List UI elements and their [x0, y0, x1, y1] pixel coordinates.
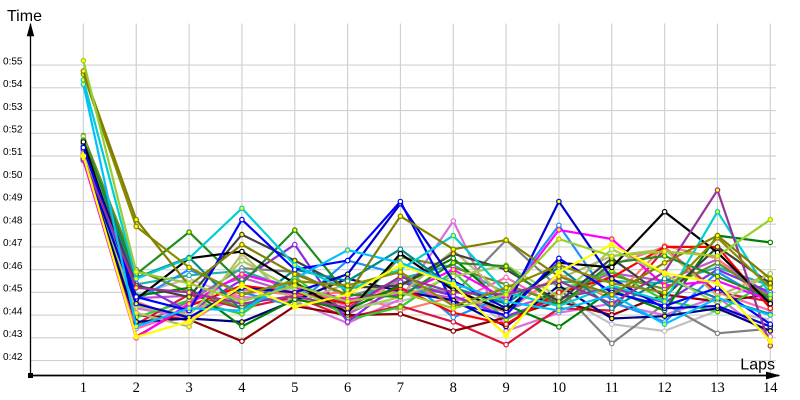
- svg-text:3: 3: [185, 380, 192, 396]
- svg-text:5: 5: [291, 380, 298, 396]
- svg-text:Time: Time: [7, 8, 42, 25]
- svg-text:0:50: 0:50: [3, 170, 23, 181]
- svg-text:0:49: 0:49: [3, 193, 23, 204]
- svg-text:14: 14: [763, 380, 778, 396]
- svg-text:8: 8: [450, 380, 457, 396]
- svg-text:0:54: 0:54: [3, 79, 23, 90]
- svg-text:7: 7: [397, 380, 404, 396]
- svg-text:0:45: 0:45: [3, 284, 23, 295]
- svg-text:0:53: 0:53: [3, 102, 23, 113]
- svg-text:11: 11: [605, 380, 619, 396]
- svg-text:0:43: 0:43: [3, 329, 23, 340]
- svg-text:0:52: 0:52: [3, 125, 23, 136]
- svg-text:1: 1: [80, 380, 87, 396]
- svg-text:0:51: 0:51: [3, 147, 23, 158]
- svg-text:0:55: 0:55: [3, 56, 23, 67]
- svg-text:13: 13: [710, 380, 725, 396]
- svg-text:0:44: 0:44: [3, 306, 23, 317]
- svg-text:10: 10: [552, 380, 567, 396]
- svg-text:0:42: 0:42: [3, 352, 23, 363]
- svg-text:0:46: 0:46: [3, 261, 23, 272]
- svg-text:4: 4: [238, 380, 246, 396]
- svg-text:9: 9: [502, 380, 509, 396]
- svg-text:Laps: Laps: [740, 357, 775, 374]
- svg-text:12: 12: [657, 380, 672, 396]
- svg-text:6: 6: [344, 380, 351, 396]
- svg-text:2: 2: [133, 380, 140, 396]
- svg-text:0:48: 0:48: [3, 215, 23, 226]
- svg-text:0:47: 0:47: [3, 238, 23, 249]
